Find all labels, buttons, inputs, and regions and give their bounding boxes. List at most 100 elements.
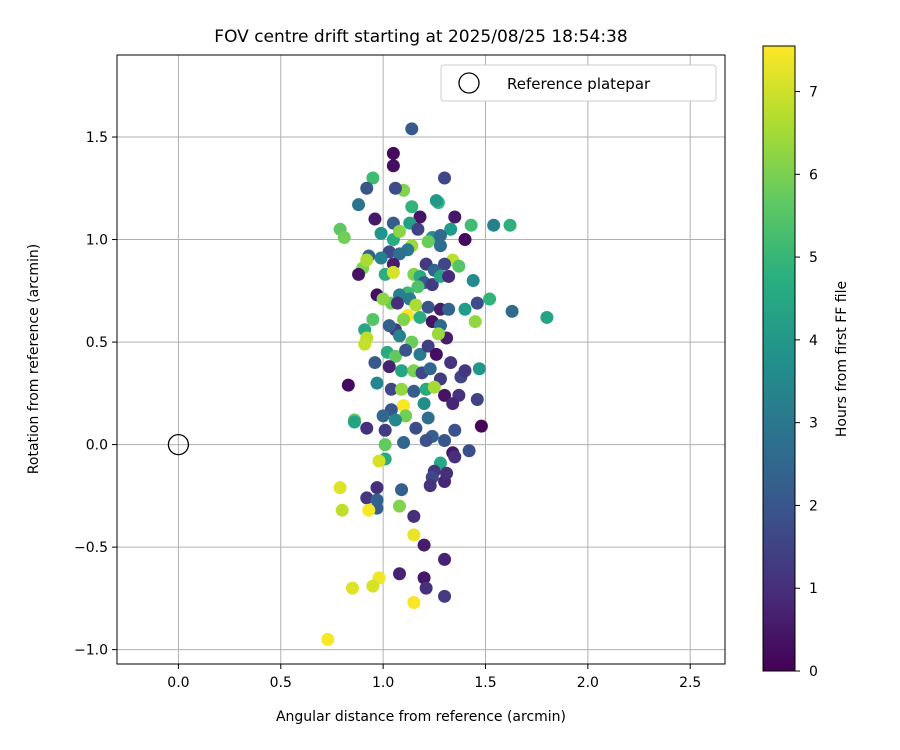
x-axis-ticks: 0.0 0.5 1.0 1.5 2.0 2.5 xyxy=(167,664,701,691)
data-point xyxy=(409,298,423,312)
data-point xyxy=(487,218,501,232)
data-point xyxy=(368,212,382,226)
data-point xyxy=(405,200,419,214)
data-point xyxy=(466,274,480,288)
colorbar-tick-label: 4 xyxy=(809,333,818,349)
data-point xyxy=(374,226,388,240)
data-point xyxy=(421,300,435,314)
data-point xyxy=(360,181,374,195)
data-point xyxy=(411,222,425,236)
data-point xyxy=(386,265,400,279)
data-point xyxy=(427,380,441,394)
data-point xyxy=(423,479,437,493)
data-point xyxy=(395,483,409,497)
colorbar-tick-label: 0 xyxy=(809,664,818,680)
data-point xyxy=(409,421,423,435)
colorbar-ticks: 0 1 2 3 4 5 6 7 xyxy=(795,85,818,680)
data-point xyxy=(470,392,484,406)
data-point xyxy=(372,454,386,468)
data-point xyxy=(440,466,454,480)
data-point xyxy=(370,481,384,495)
data-point xyxy=(333,481,347,495)
data-point xyxy=(438,171,452,185)
data-point xyxy=(370,376,384,390)
legend-marker-reference xyxy=(458,72,480,94)
data-point xyxy=(366,171,380,185)
data-point xyxy=(407,528,421,542)
data-point xyxy=(382,360,396,374)
data-point xyxy=(407,509,421,523)
data-point xyxy=(429,194,443,208)
data-point xyxy=(417,571,431,585)
data-point xyxy=(407,384,421,398)
data-point xyxy=(345,581,359,595)
data-point xyxy=(374,251,388,265)
data-point xyxy=(438,552,452,566)
x-tick-label: 0.5 xyxy=(270,675,292,691)
x-tick-label: 2.0 xyxy=(577,675,599,691)
data-point xyxy=(505,304,519,318)
x-axis-label: Angular distance from reference (arcmin) xyxy=(276,709,566,725)
y-tick-label: 0.0 xyxy=(86,438,108,454)
data-point xyxy=(468,315,482,329)
data-point xyxy=(444,222,458,236)
data-point xyxy=(421,235,435,249)
legend-box xyxy=(440,64,717,102)
data-point xyxy=(360,253,374,267)
data-point xyxy=(448,210,462,224)
colorbar-gradient xyxy=(762,45,796,672)
data-point xyxy=(335,503,349,517)
reference-marker xyxy=(167,433,190,456)
data-point xyxy=(395,382,409,396)
data-point xyxy=(393,329,407,343)
data-point xyxy=(393,499,407,513)
data-point xyxy=(472,362,486,376)
colorbar-tick-label: 7 xyxy=(809,85,818,101)
y-tick-label: −1.0 xyxy=(74,643,108,659)
data-point xyxy=(397,399,411,413)
data-point xyxy=(358,337,372,351)
colorbar-label: Hours from first FF file xyxy=(834,281,850,437)
x-tick-label: 0.0 xyxy=(167,675,189,691)
data-point xyxy=(448,423,462,437)
data-point xyxy=(421,411,435,425)
data-point xyxy=(386,159,400,173)
legend-label-reference: Reference platepar xyxy=(507,75,651,93)
data-point xyxy=(337,230,351,244)
data-point xyxy=(368,356,382,370)
data-point xyxy=(540,310,554,324)
data-point xyxy=(413,310,427,324)
data-point xyxy=(462,444,476,458)
data-point xyxy=(360,421,374,435)
data-point xyxy=(448,450,462,464)
data-point xyxy=(388,413,402,427)
data-point xyxy=(419,581,433,595)
data-point xyxy=(393,567,407,581)
data-point xyxy=(442,302,456,316)
y-tick-label: −0.5 xyxy=(74,540,108,556)
data-point xyxy=(483,292,497,306)
data-point xyxy=(438,433,452,447)
data-point xyxy=(470,296,484,310)
data-point xyxy=(347,415,361,429)
data-point xyxy=(423,362,437,376)
data-point xyxy=(399,409,413,423)
data-point xyxy=(399,343,413,357)
colorbar: 0 1 2 3 4 5 6 7 Hours from first FF file xyxy=(762,45,850,680)
colorbar-tick-label: 3 xyxy=(809,416,818,432)
data-point xyxy=(352,267,366,281)
data-point xyxy=(503,218,517,232)
plot-area-frame xyxy=(116,54,726,665)
x-tick-label: 1.5 xyxy=(474,675,496,691)
data-point xyxy=(413,347,427,361)
data-point xyxy=(393,247,407,261)
data-point xyxy=(458,233,472,247)
data-point xyxy=(341,378,355,392)
data-point xyxy=(421,339,435,353)
y-tick-label: 0.5 xyxy=(86,335,108,351)
data-point xyxy=(366,313,380,327)
data-point xyxy=(376,292,390,306)
colorbar-tick-label: 5 xyxy=(809,250,818,266)
data-point xyxy=(376,409,390,423)
